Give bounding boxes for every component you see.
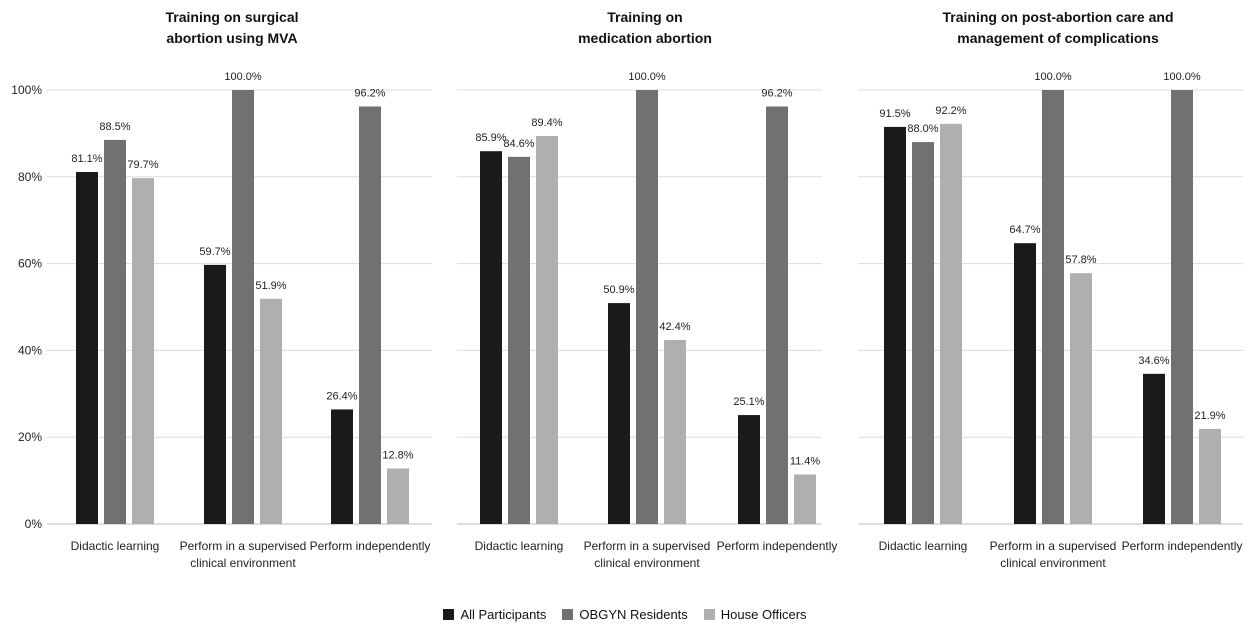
y-tick-label: 20%: [18, 430, 42, 444]
data-label: 89.4%: [531, 117, 562, 129]
data-label: 88.5%: [99, 121, 130, 133]
legend-swatch: [443, 609, 455, 620]
bar: [480, 151, 502, 524]
y-tick-label: 100%: [11, 83, 42, 97]
bar: [1143, 373, 1165, 524]
category-label: Didactic learning: [475, 539, 564, 553]
bar: [104, 139, 126, 524]
bar: [1171, 90, 1193, 524]
panel-title: management of complications: [957, 30, 1159, 46]
data-label: 79.7%: [127, 159, 158, 171]
legend-item-all-participants: All Participants: [443, 607, 546, 622]
data-label: 50.9%: [603, 284, 634, 296]
panel-title: Training on: [607, 9, 682, 25]
data-label: 88.0%: [907, 123, 938, 135]
bar: [204, 264, 226, 524]
data-label: 96.2%: [761, 87, 792, 99]
data-label: 91.5%: [879, 108, 910, 120]
data-label: 42.4%: [659, 321, 690, 333]
legend: All Participants OBGYN Residents House O…: [0, 607, 1250, 622]
data-label: 92.2%: [935, 105, 966, 117]
panel-title: Training on post-abortion care and: [942, 9, 1173, 25]
chart-canvas: 0% 20% 40% 60% 80% 100% Training on surgical ab…: [11, 9, 1243, 570]
data-label: 34.6%: [1138, 355, 1169, 367]
category-label: Didactic learning: [879, 539, 968, 553]
category-label: Perform independently: [1122, 539, 1243, 553]
data-label: 12.8%: [382, 449, 413, 461]
panel-title: abortion using MVA: [166, 30, 297, 46]
data-label: 51.9%: [255, 280, 286, 292]
legend-label: All Participants: [460, 607, 547, 622]
data-label: 85.9%: [475, 132, 506, 144]
data-label: 11.4%: [790, 456, 821, 468]
legend-item-obgyn-residents: OBGYN Residents: [562, 607, 688, 622]
bar: [359, 106, 381, 524]
category-label: Perform in a supervised: [584, 539, 711, 553]
bar: [636, 90, 658, 524]
data-label: 96.2%: [354, 87, 385, 99]
bar: [260, 298, 282, 524]
panel-title: Training on surgical: [165, 9, 298, 25]
bar: [1042, 90, 1064, 524]
legend-swatch: [703, 609, 715, 620]
category-label: Perform independently: [310, 539, 431, 553]
bar: [76, 172, 98, 524]
bar: [1014, 243, 1036, 524]
bar: [387, 468, 409, 524]
data-label: 100.0%: [224, 71, 262, 83]
category-label: Didactic learning: [71, 539, 160, 553]
data-label: 100.0%: [1034, 71, 1072, 83]
category-label: clinical environment: [594, 556, 700, 570]
data-label: 64.7%: [1009, 224, 1040, 236]
legend-label: House Officers: [720, 607, 807, 622]
bar: [794, 474, 816, 524]
bar: [940, 123, 962, 525]
bar: [132, 178, 154, 525]
data-label: 84.6%: [503, 138, 534, 150]
category-label: clinical environment: [1000, 556, 1106, 570]
bar: [664, 339, 686, 524]
data-label: 57.8%: [1065, 254, 1096, 266]
category-label: clinical environment: [190, 556, 296, 570]
bar: [738, 415, 760, 524]
bar: [331, 409, 353, 524]
legend-label: OBGYN Residents: [579, 607, 688, 622]
data-label: 21.9%: [1194, 410, 1225, 422]
data-label: 81.1%: [71, 153, 102, 165]
legend-swatch: [562, 609, 574, 620]
y-tick-label: 60%: [18, 257, 42, 271]
data-label: 59.7%: [199, 246, 230, 258]
bar: [766, 106, 788, 524]
bar: [608, 303, 630, 524]
legend-item-house-officers: House Officers: [703, 607, 807, 622]
data-label: 25.1%: [733, 396, 764, 408]
bar: [912, 142, 934, 524]
category-label: Perform independently: [717, 539, 838, 553]
category-label: Perform in a supervised: [180, 539, 307, 553]
bar: [232, 90, 254, 524]
data-label: 100.0%: [1163, 71, 1201, 83]
data-label: 100.0%: [628, 71, 666, 83]
bar: [1199, 428, 1221, 524]
bar: [536, 136, 558, 524]
bar: [884, 126, 906, 524]
bar: [508, 156, 530, 524]
y-tick-label: 80%: [18, 170, 42, 184]
panel-title: medication abortion: [578, 30, 712, 46]
category-label: Perform in a supervised: [990, 539, 1117, 553]
y-tick-label: 40%: [18, 343, 42, 357]
data-label: 26.4%: [326, 390, 357, 402]
bar: [1070, 273, 1092, 524]
y-tick-label: 0%: [25, 517, 43, 531]
